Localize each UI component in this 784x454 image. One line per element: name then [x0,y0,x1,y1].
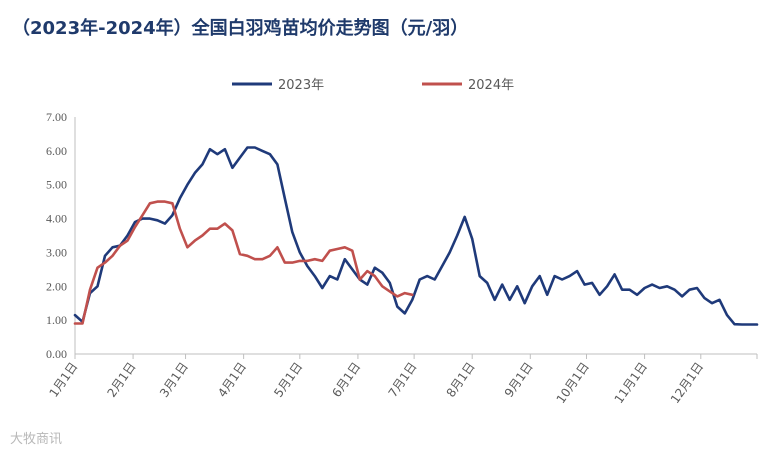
x-tick-label: 12月1日 [668,360,706,406]
y-tick-label: 7.00 [46,110,67,124]
y-tick-label: 6.00 [46,144,67,158]
x-tick-label: 6月1日 [329,360,363,400]
legend-label: 2024年 [468,78,514,93]
y-tick-label: 3.00 [46,245,67,259]
legend-label: 2023年 [278,78,324,93]
y-tick-label: 1.00 [46,313,67,327]
x-tick-label: 11月1日 [612,360,650,406]
x-tick-label: 5月1日 [271,360,305,400]
y-tick-label: 2.00 [46,279,67,293]
y-tick-label: 5.00 [46,178,67,192]
x-tick-label: 8月1日 [444,360,478,400]
series-layer [73,146,759,326]
chart-title: （2023年-2024年）全国白羽鸡苗均价走势图（元/羽） [12,18,469,39]
y-axis: 0.00 1.00 2.00 3.00 4.00 5.00 6.00 7.00 [46,110,76,361]
x-tick-label: 10月1日 [554,360,592,406]
series-line-2024 [73,200,414,325]
x-tick-label: 9月1日 [502,360,536,400]
y-tick-label: 4.00 [46,212,67,226]
y-tick-label: 0.00 [46,347,67,361]
x-tick-label: 3月1日 [157,360,191,400]
x-tick-label: 4月1日 [215,360,249,400]
x-axis: 1月1日 2月1日 3月1日 4月1日 5月1日 6月1日 7月1日 8月1日 9月1日 10月1… [46,353,758,406]
series-line-2023 [73,146,759,326]
x-tick-label: 2月1日 [105,360,139,400]
x-tick-label: 1月1日 [46,360,80,400]
legend: 2023年 2024年 [232,78,514,93]
x-tick-label: 7月1日 [386,360,420,400]
watermark: 大牧商讯 [10,432,63,447]
